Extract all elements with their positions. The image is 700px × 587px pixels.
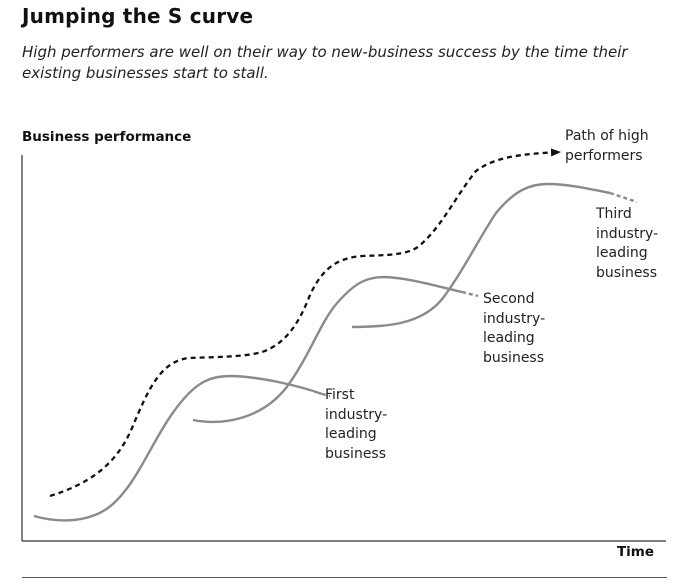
label-line: First xyxy=(325,387,355,403)
x-axis-label: Time xyxy=(616,544,654,560)
first-business-curve xyxy=(33,374,323,522)
label-line: industry- xyxy=(325,406,388,423)
label-third-business: Third industry- leading business xyxy=(596,205,658,283)
label-line: performers xyxy=(565,147,643,164)
chart-title: Jumping the S curve xyxy=(22,4,254,28)
label-path-of-high-performers: Path of high performers xyxy=(565,127,649,166)
third-business-curve xyxy=(351,182,611,329)
label-line: leading xyxy=(325,426,377,442)
third-business-curve-tail xyxy=(609,191,638,204)
label-line: industry- xyxy=(596,225,659,242)
label-second-business: Second industry- leading business xyxy=(483,290,545,368)
y-axis-label: Business performance xyxy=(22,129,192,145)
label-line: Second xyxy=(483,291,535,307)
label-line: Path of high xyxy=(565,128,649,144)
first-business-curve-tail xyxy=(321,392,331,398)
label-line: business xyxy=(596,264,658,281)
chart-subtitle: High performers are well on their way to… xyxy=(22,43,628,82)
second-business-curve-tail xyxy=(461,290,479,298)
label-line: leading xyxy=(596,245,648,261)
label-line: business xyxy=(483,349,545,366)
label-line: business xyxy=(325,445,387,462)
label-line: Third xyxy=(596,206,632,222)
label-line: leading xyxy=(483,330,535,346)
high-performers-path xyxy=(49,148,561,498)
label-first-business: First industry- leading business xyxy=(325,386,387,464)
label-line: industry- xyxy=(483,310,546,327)
second-business-curve xyxy=(192,275,463,424)
bottom-divider xyxy=(22,577,667,578)
